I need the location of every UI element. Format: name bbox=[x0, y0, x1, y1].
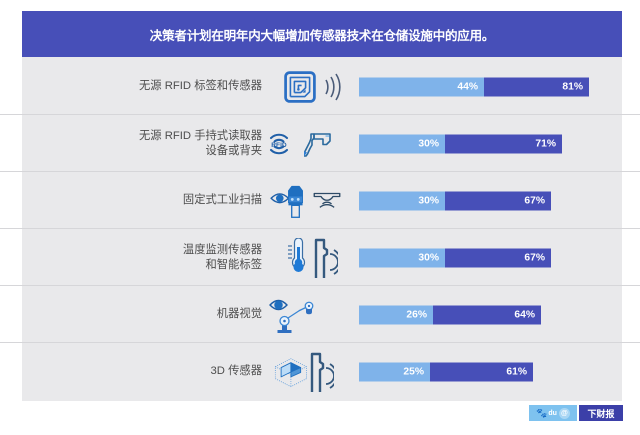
svg-text:RFID: RFID bbox=[271, 142, 287, 149]
